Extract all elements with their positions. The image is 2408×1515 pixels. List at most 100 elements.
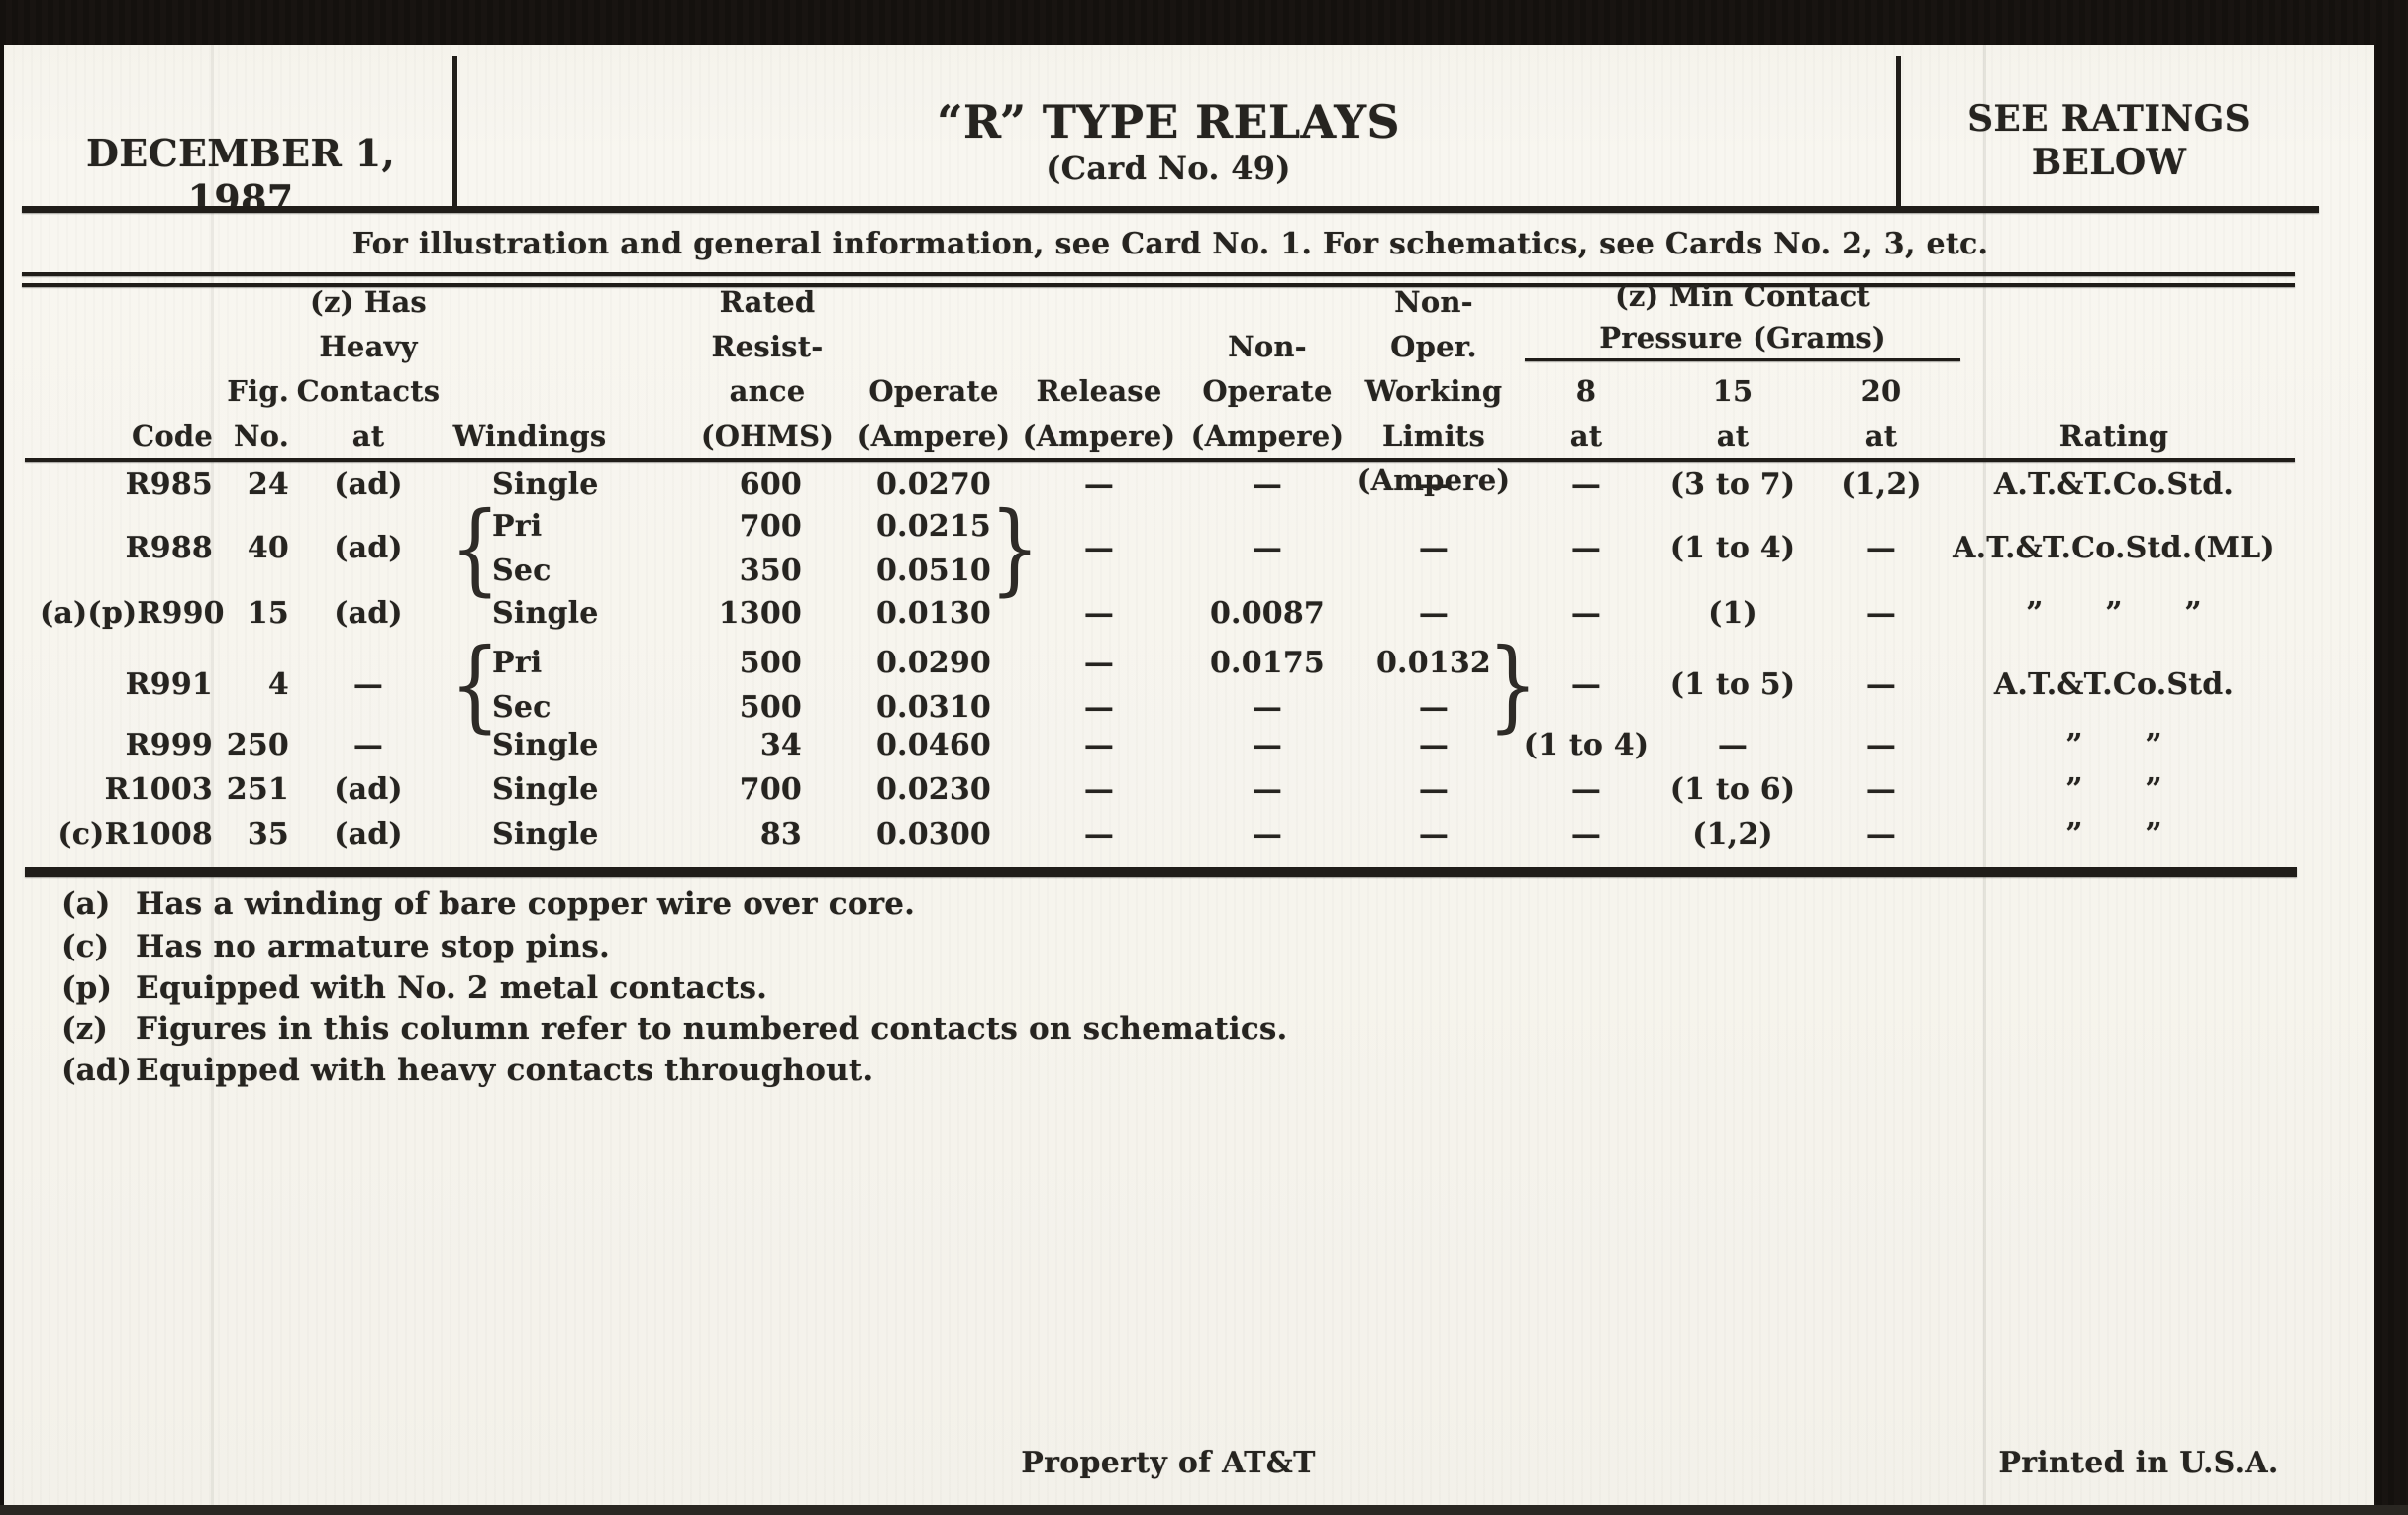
table-cell-release: — — <box>1083 646 1115 725</box>
table-cell-p20: — <box>1865 728 1897 762</box>
column-header-p15: 15 at <box>1712 374 1754 453</box>
table-cell-operate: 0.0460 <box>875 728 991 762</box>
table-cell-p8: — <box>1570 667 1602 702</box>
table-cell-p15: (1 to 6) <box>1669 772 1796 807</box>
table-cell-p15: (1,2) <box>1692 817 1773 852</box>
table-cell-non_operate: — <box>1252 728 1283 762</box>
table-cell-p8: (1 to 4) <box>1523 728 1650 762</box>
footnote-text: Equipped with No. 2 metal contacts. <box>136 970 768 1006</box>
windings-brace: { <box>450 490 501 606</box>
table-cell-windings: Single <box>492 817 599 852</box>
table-cell-p20: — <box>1865 667 1897 702</box>
column-header-operate: Operate (Ampere) <box>856 374 1011 453</box>
column-group-min-contact-pressure: (z) Min Contact Pressure (Grams) <box>1599 279 1886 354</box>
header-divider-left <box>452 56 457 209</box>
table-cell-contacts: (ad) <box>334 467 403 502</box>
column-header-non_operate: Non- Operate (Ampere) <box>1190 330 1345 453</box>
table-cell-p20: (1,2) <box>1841 467 1922 502</box>
table-cell-p15: (1) <box>1708 596 1757 631</box>
column-header-contacts: (z) Has Heavy Contacts at <box>296 285 441 453</box>
table-cell-work_limits: — <box>1418 531 1450 565</box>
table-cell-windings: Single <box>492 596 599 631</box>
table-cell-p8: — <box>1570 596 1602 631</box>
table-cell-p15: (3 to 7) <box>1669 467 1796 502</box>
issue-date: DECEMBER 1, 1987 <box>85 131 396 221</box>
table-cell-windings: Single <box>492 728 599 762</box>
scan-bottom-edge <box>0 1505 2408 1515</box>
fold-crease-left <box>211 45 214 1507</box>
table-cell-operate: 0.0215 0.0510 <box>875 509 991 588</box>
table-cell-non_operate: 0.0175— <box>1209 646 1325 725</box>
column-header-windings: Windings <box>452 419 607 453</box>
table-cell-resistance: 700 <box>739 772 802 807</box>
table-cell-rating: ” ” <box>2065 728 2162 762</box>
table-cell-release: — <box>1083 596 1115 631</box>
table-cell-operate: 0.0290 0.0310 <box>875 646 991 725</box>
windings-brace: { <box>450 627 501 743</box>
column-header-code: Code <box>132 419 213 453</box>
footnote-label: (a) <box>61 886 111 922</box>
table-cell-operate: 0.0300 <box>875 817 991 852</box>
table-cell-work_limits: — <box>1418 772 1450 807</box>
table-cell-p8: — <box>1570 467 1602 502</box>
table-cell-fig: 24 <box>247 467 289 502</box>
table-cell-contacts: (ad) <box>334 817 403 852</box>
column-header-p8: 8 at <box>1569 374 1603 453</box>
table-cell-non_operate: — <box>1252 531 1283 565</box>
table-cell-p15: (1 to 4) <box>1669 531 1796 565</box>
footnote-text: Figures in this column refer to numbered… <box>136 1011 1288 1047</box>
table-cell-contacts: — <box>352 728 384 762</box>
table-cell-resistance: 1300 <box>718 596 802 631</box>
table-cell-resistance: 500 500 <box>739 646 802 725</box>
table-cell-non_operate: 0.0087 <box>1209 596 1325 631</box>
table-cell-work_limits: — <box>1418 596 1450 631</box>
footer-property: Property of AT&T <box>1021 1446 1316 1480</box>
limits-brace: } <box>1487 627 1539 743</box>
column-header-work_limits: Non-Oper. Working Limits (Ampere) <box>1356 285 1511 497</box>
table-cell-code: (a)(p)R990 <box>40 596 225 631</box>
table-cell-contacts: — <box>352 667 384 702</box>
column-header-underline <box>25 458 2295 462</box>
table-cell-code: R999 <box>125 728 213 762</box>
table-cell-work_limits: — <box>1418 467 1450 502</box>
table-cell-code: R991 <box>125 667 213 702</box>
table-cell-rating: A.T.&T.Co.Std. <box>1993 467 2235 502</box>
footnote-label: (z) <box>61 1011 108 1047</box>
card-number: (Card No. 49) <box>1046 150 1291 187</box>
table-cell-resistance: 34 <box>759 728 802 762</box>
table-cell-contacts: (ad) <box>334 772 403 807</box>
footnote-text: Has no armature stop pins. <box>136 929 610 964</box>
table-cell-fig: 250 <box>226 728 289 762</box>
table-cell-operate: 0.0270 <box>875 467 991 502</box>
footnote-text: Has a winding of bare copper wire over c… <box>136 886 916 922</box>
ratings-note-line1: SEE RATINGS <box>1967 98 2251 140</box>
table-bottom-rule <box>25 867 2297 877</box>
table-cell-release: — <box>1083 817 1115 852</box>
table-cell-work_limits: — <box>1418 817 1450 852</box>
column-header-rating: Rating <box>2058 419 2169 453</box>
table-cell-p15: (1 to 5) <box>1669 667 1796 702</box>
column-header-fig: Fig. No. <box>227 374 289 453</box>
table-cell-contacts: (ad) <box>334 596 403 631</box>
table-cell-resistance: 700 350 <box>739 509 802 588</box>
table-cell-resistance: 600 <box>739 467 802 502</box>
table-cell-p20: — <box>1865 772 1897 807</box>
fold-crease-right <box>1983 45 1986 1507</box>
page-title: “R” TYPE RELAYS <box>937 95 1400 149</box>
table-cell-release: — <box>1083 467 1115 502</box>
table-cell-p8: — <box>1570 817 1602 852</box>
table-cell-windings: Pri Sec <box>492 509 552 588</box>
column-header-p20: 20 at <box>1860 374 1902 453</box>
table-cell-release: — <box>1083 531 1115 565</box>
card-paper <box>4 45 2374 1507</box>
table-cell-p20: — <box>1865 531 1897 565</box>
table-cell-windings: Pri Sec <box>492 646 552 725</box>
table-cell-fig: 15 <box>247 596 289 631</box>
footer-printed: Printed in U.S.A. <box>1998 1446 2279 1480</box>
table-cell-fig: 35 <box>247 817 289 852</box>
table-cell-work_limits: 0.0132— <box>1375 646 1491 725</box>
table-cell-release: — <box>1083 772 1115 807</box>
table-cell-code: R985 <box>125 467 213 502</box>
table-cell-p8: — <box>1570 772 1602 807</box>
